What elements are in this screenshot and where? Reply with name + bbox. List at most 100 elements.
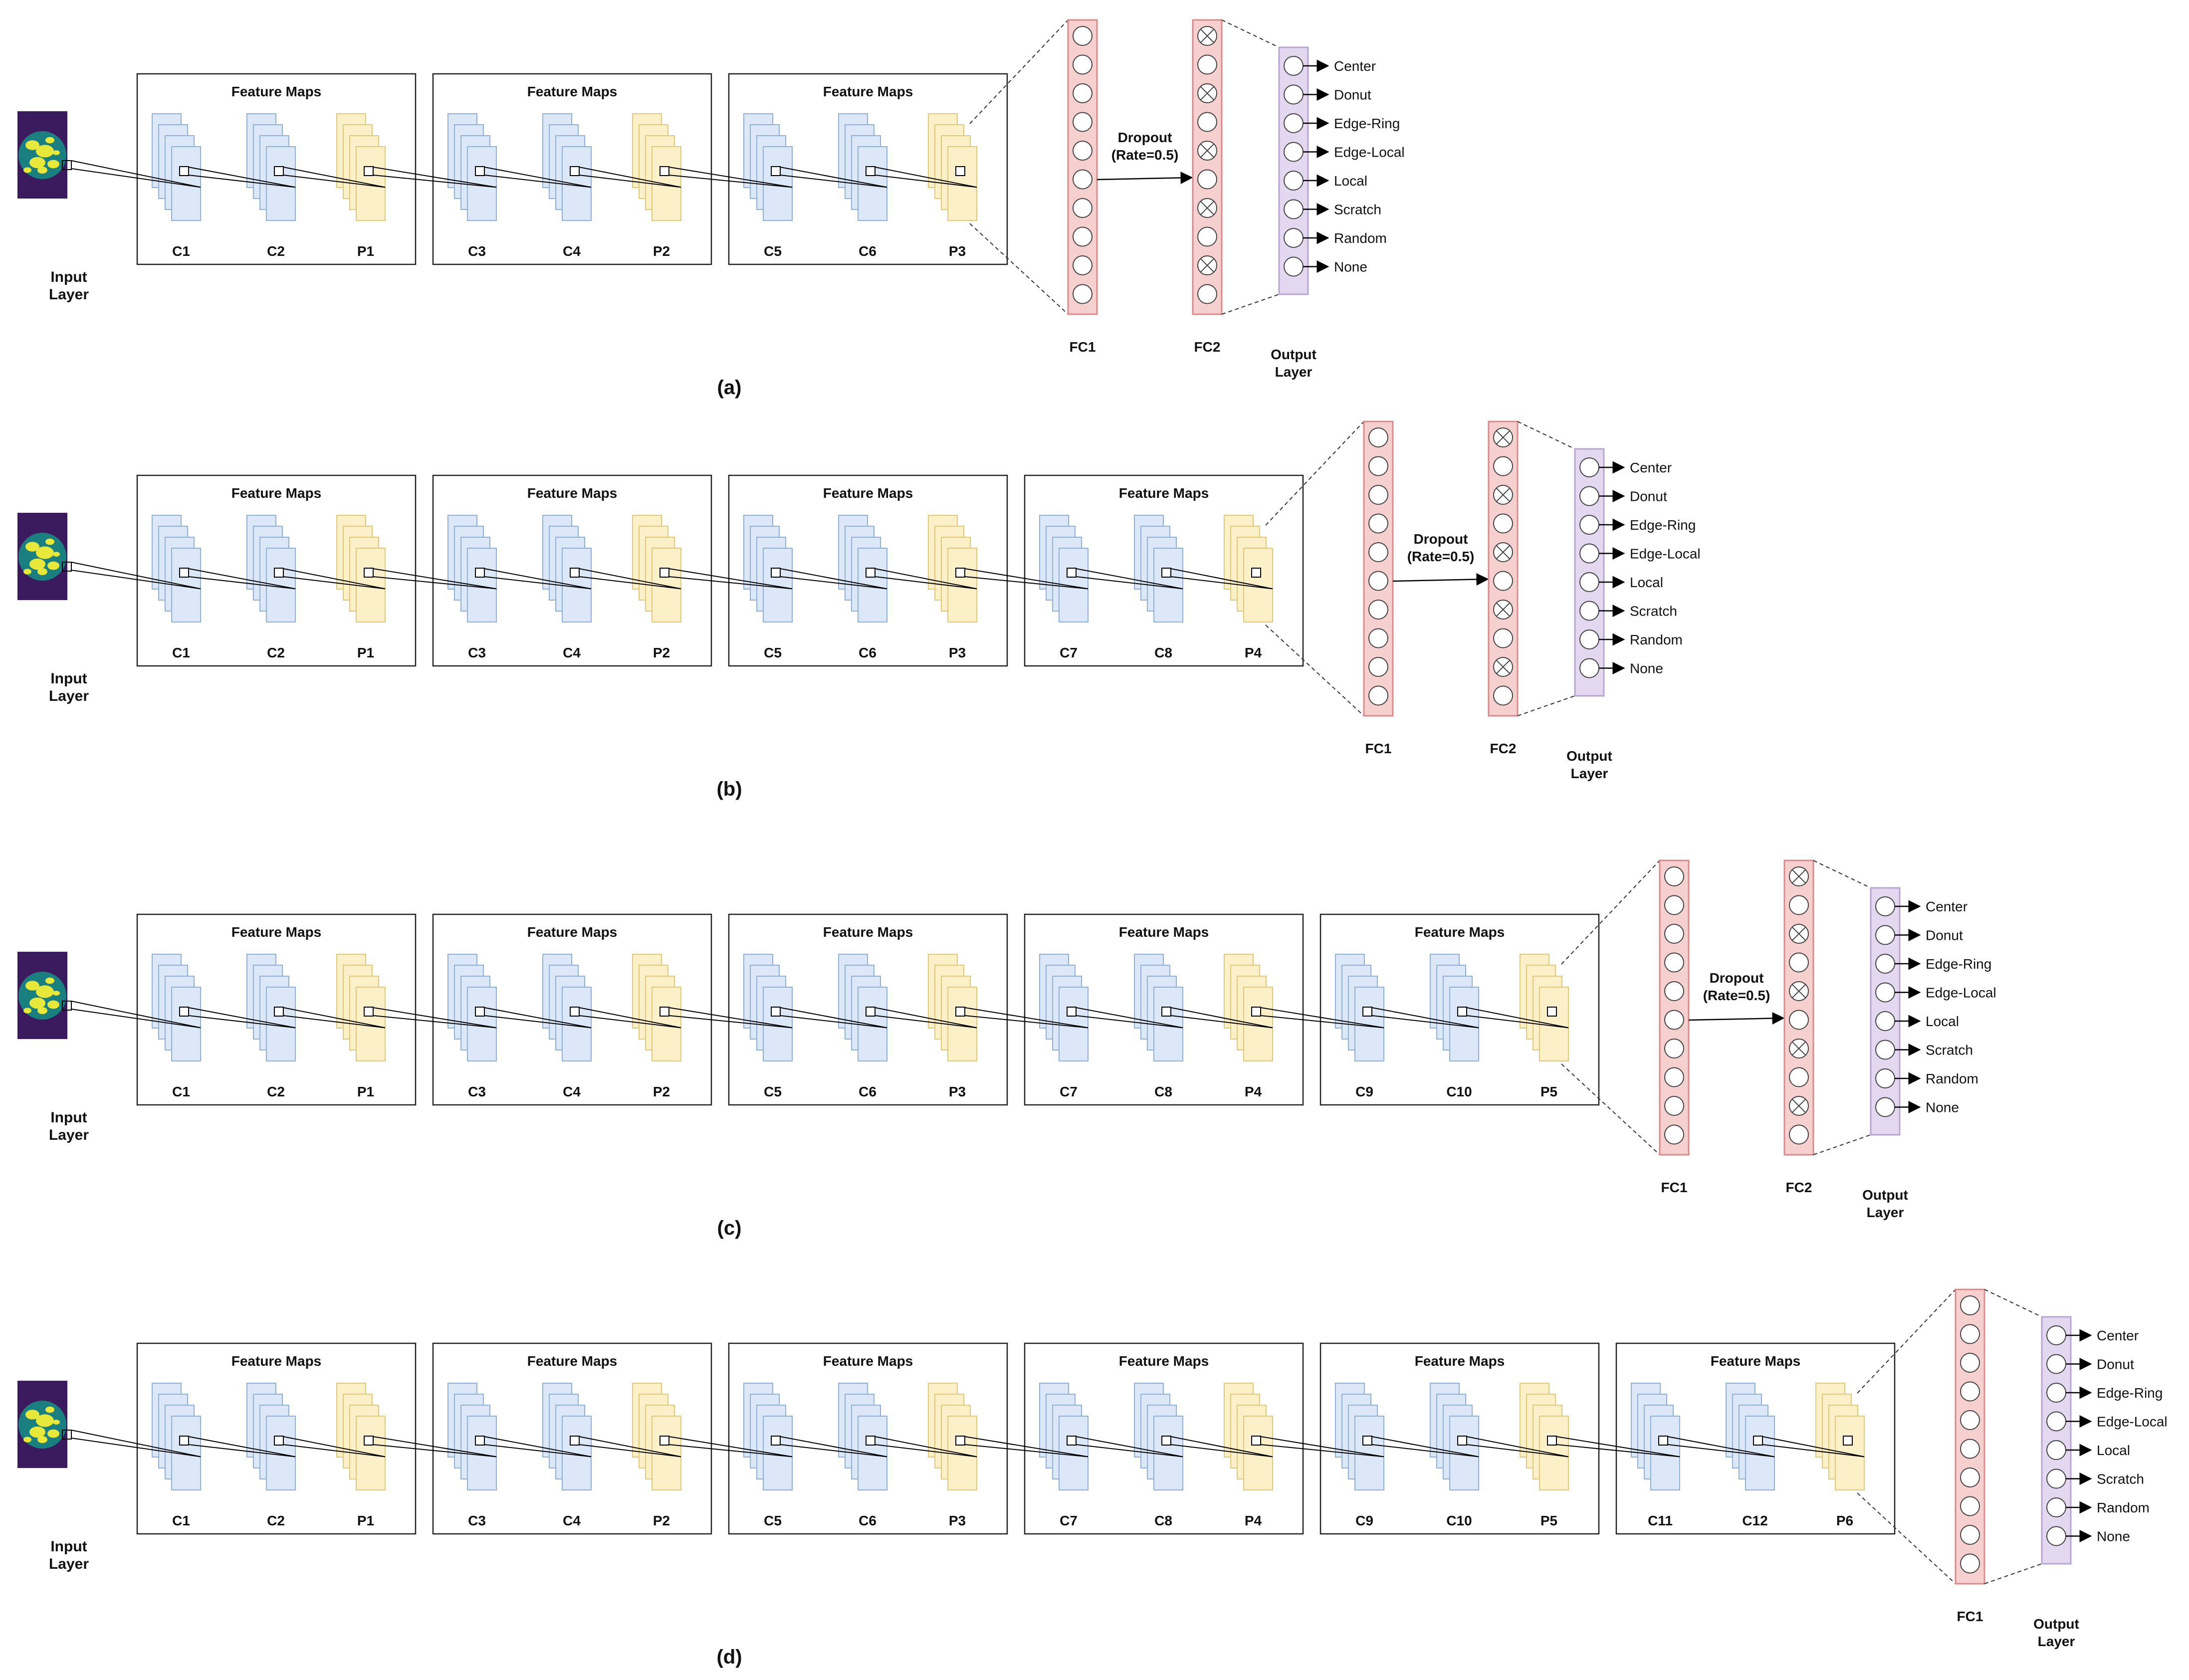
output-neuron: [2046, 1354, 2066, 1374]
fc1-layer-neuron: [1368, 628, 1388, 648]
wafer-defect-spot: [45, 1406, 54, 1413]
wafer-defect-spot: [36, 985, 54, 998]
fc2-layer-neuron: [1789, 952, 1809, 973]
feature-maps-block: [728, 73, 1008, 265]
fc1-layer-neuron: [1664, 1124, 1684, 1145]
output-neuron: [1284, 256, 1304, 277]
feature-maps-title: Feature Maps: [823, 924, 913, 940]
receptive-field-square: [1067, 1007, 1077, 1017]
connection-line: [964, 1007, 1089, 1029]
class-label-none: None: [1334, 259, 1367, 275]
dashed-connector: [969, 223, 1069, 315]
output-layer-label: Layer: [2038, 1634, 2075, 1649]
connection-line: [373, 175, 497, 188]
layer-p3-map: [947, 987, 977, 1061]
receptive-field-square: [1067, 1436, 1077, 1446]
connection-line: [668, 1436, 793, 1458]
connection-line: [188, 576, 296, 590]
output-neuron: [1579, 515, 1599, 535]
output-neuron: [1284, 56, 1304, 76]
connection-line: [579, 1444, 681, 1458]
dashed-connector: [1857, 1492, 1956, 1584]
fc1-layer-neuron: [1664, 952, 1684, 973]
layer-label-c9: C9: [1355, 1513, 1373, 1528]
layer-c12-map: [1745, 1416, 1775, 1490]
connection-line: [875, 1015, 977, 1029]
output-neuron: [2046, 1325, 2066, 1345]
layer-label-p1: P1: [357, 1513, 374, 1528]
wafer-defect-spot: [53, 150, 60, 155]
layer-label-c4: C4: [563, 645, 581, 660]
fc2-layer-neuron: [1493, 685, 1513, 706]
dashed-connector: [1813, 860, 1871, 888]
wafer-defect-spot: [25, 1410, 39, 1420]
receptive-field-square: [570, 1007, 580, 1017]
layer-label-p2: P2: [653, 1513, 670, 1528]
layer-label-c5: C5: [764, 243, 782, 259]
fc1-layer-neuron: [1960, 1468, 1980, 1487]
dashed-connector: [1221, 19, 1280, 48]
class-label-local: Local: [1630, 575, 1663, 590]
connection-line: [188, 1015, 296, 1029]
class-label-donut: Donut: [1926, 928, 1963, 943]
receptive-field-square: [1753, 1436, 1763, 1446]
feature-maps-title: Feature Maps: [231, 84, 322, 99]
fc1-layer-neuron: [1960, 1553, 1980, 1574]
connection-line: [1762, 1444, 1865, 1458]
connection-line: [283, 1444, 386, 1458]
fc1-layer-neuron: [1368, 427, 1388, 447]
layer-label-c3: C3: [468, 645, 486, 660]
layer-p3-map: [947, 146, 977, 221]
layer-c8-map: [1153, 1416, 1183, 1490]
dropout-arrow: [1392, 573, 1489, 586]
dropout-cross: [1200, 258, 1215, 273]
connection-line: [71, 1009, 201, 1029]
input-layer-label: Layer: [49, 1127, 89, 1143]
wafer-defect-spot: [36, 145, 54, 158]
fc2-layer-neuron: [1789, 1067, 1809, 1087]
wafer-defect-spot: [37, 167, 47, 174]
layer-p1-map: [356, 548, 386, 623]
fc1-layer-neuron: [1368, 456, 1388, 476]
wafer-defect-spot: [53, 1420, 60, 1425]
feature-maps-block: [136, 913, 417, 1106]
fc1-layer-neuron: [1960, 1496, 1980, 1516]
layer-p2-map: [652, 987, 681, 1061]
dropout-cross: [1200, 201, 1215, 215]
dropout-cross: [1791, 926, 1806, 941]
panel-caption: (c): [717, 1217, 742, 1239]
fc2-label: FC2: [1786, 1180, 1812, 1195]
fc1-layer-neuron: [1368, 600, 1388, 620]
fc2-label: FC2: [1490, 741, 1517, 756]
dropout-label: Dropout: [1118, 130, 1172, 145]
fc2-layer-neuron: [1789, 1124, 1809, 1145]
layer-label-c1: C1: [172, 1513, 190, 1528]
wafer-defect-spot: [37, 1436, 47, 1443]
feature-maps-block: [432, 474, 712, 667]
feature-maps-block: [1024, 1342, 1304, 1535]
layer-c4-map: [562, 987, 592, 1061]
layer-label-p3: P3: [949, 645, 966, 660]
output-neuron: [1875, 1011, 1895, 1031]
wafer-defect-spot: [29, 997, 45, 1009]
output-neuron: [1284, 199, 1304, 219]
connection-line: [875, 576, 977, 590]
connection-line: [668, 1007, 793, 1029]
output-neuron: [1579, 658, 1599, 678]
class-label-scratch: Scratch: [2097, 1471, 2144, 1487]
fc1-layer-neuron: [1073, 226, 1093, 247]
connection-line: [964, 1444, 1089, 1458]
layer-p2-map: [652, 1416, 681, 1490]
receptive-field-square: [570, 1436, 580, 1446]
dropout-arrow: [1688, 1012, 1785, 1025]
layer-p4-map: [1243, 1416, 1273, 1490]
wafer-defect-spot: [47, 561, 59, 570]
output-layer-label: Output: [1271, 347, 1316, 362]
output-neuron: [2046, 1440, 2066, 1460]
receptive-field-square: [866, 1007, 876, 1017]
layer-label-c2: C2: [267, 243, 285, 259]
class-label-edge-ring: Edge-Ring: [2097, 1385, 2163, 1401]
dashed-connector: [1857, 1289, 1956, 1394]
receptive-field-square: [475, 1007, 485, 1017]
dashed-connector: [1517, 695, 1575, 716]
